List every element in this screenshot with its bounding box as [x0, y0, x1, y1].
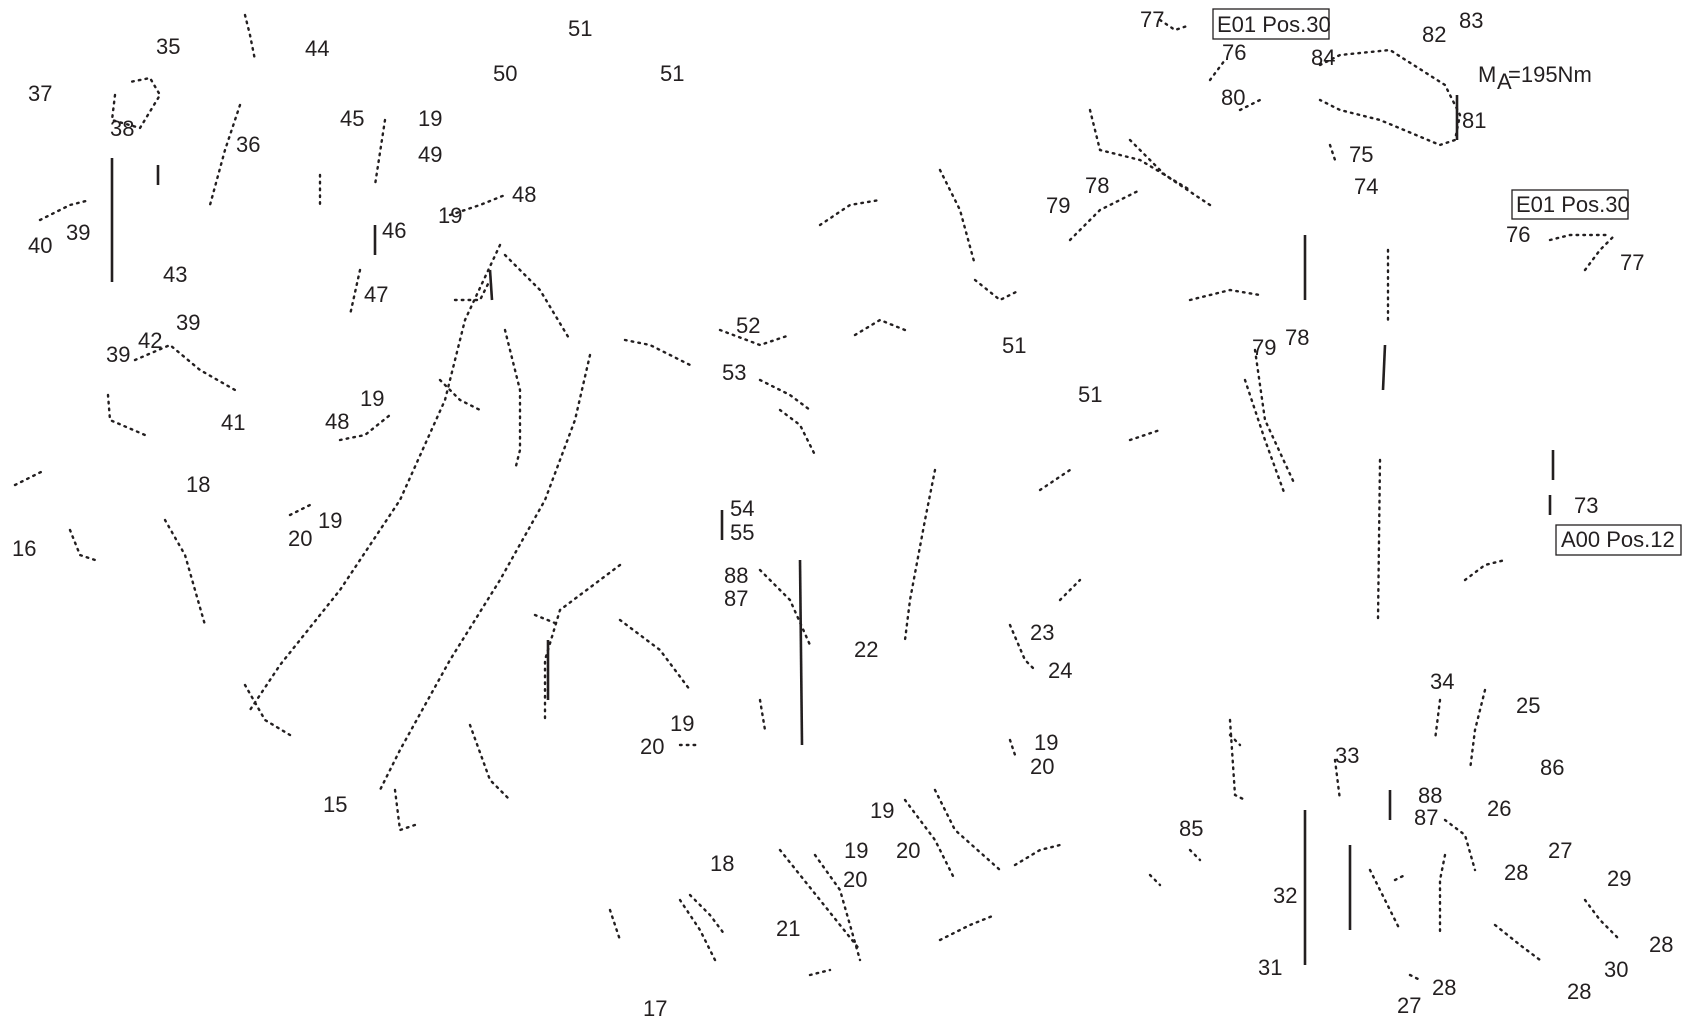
- part-label: 76: [1222, 40, 1246, 65]
- part-label: 19: [360, 386, 384, 411]
- part-label: 44: [305, 36, 329, 61]
- part-label: 19: [844, 838, 868, 863]
- part-label: 51: [1002, 333, 1026, 358]
- part-label: 73: [1574, 493, 1598, 518]
- part-label: 28: [1504, 860, 1528, 885]
- part-label: 82: [1422, 22, 1446, 47]
- part-label: 19: [318, 508, 342, 533]
- part-label: 42: [138, 328, 162, 353]
- part-label: 87: [1414, 805, 1438, 830]
- part-label: 20: [896, 838, 920, 863]
- part-label: 39: [106, 342, 130, 367]
- diagram-linework: [13, 13, 1622, 982]
- part-label: 18: [186, 472, 210, 497]
- part-label: 51: [1078, 382, 1102, 407]
- part-label: 35: [156, 34, 180, 59]
- part-label: 78: [1085, 173, 1109, 198]
- part-label: 19: [870, 798, 894, 823]
- part-label: 31: [1258, 955, 1282, 980]
- part-label: 36: [236, 132, 260, 157]
- part-label: 79: [1046, 193, 1070, 218]
- part-label: 55: [730, 520, 754, 545]
- part-label: 26: [1487, 796, 1511, 821]
- part-label: 41: [221, 410, 245, 435]
- part-label: 16: [12, 536, 36, 561]
- reference-label: E01 Pos.30: [1516, 192, 1630, 217]
- part-label: 88: [724, 563, 748, 588]
- part-label: 54: [730, 496, 754, 521]
- part-label: 77: [1140, 7, 1164, 32]
- part-label: 32: [1273, 883, 1297, 908]
- torque-subscript: A: [1497, 69, 1512, 94]
- part-label: 48: [325, 409, 349, 434]
- part-label: 17: [643, 996, 667, 1019]
- part-label: 40: [28, 233, 52, 258]
- part-label: 19: [418, 106, 442, 131]
- part-label: 20: [640, 734, 664, 759]
- part-label: 76: [1506, 222, 1530, 247]
- part-label: 49: [418, 142, 442, 167]
- part-label: 87: [724, 586, 748, 611]
- torque-symbol: M: [1478, 62, 1496, 87]
- reference-label: A00 Pos.12: [1561, 527, 1675, 552]
- part-label: 52: [736, 313, 760, 338]
- part-label: 28: [1649, 932, 1673, 957]
- part-label: 18: [710, 851, 734, 876]
- part-label: 20: [288, 526, 312, 551]
- reference-box-a00: [1555, 524, 1682, 556]
- part-label: 20: [1030, 754, 1054, 779]
- part-label: 33: [1335, 743, 1359, 768]
- part-label: 84: [1311, 45, 1335, 70]
- reference-box-e01-top: [1212, 8, 1330, 40]
- reference-label: E01 Pos.30: [1217, 12, 1331, 37]
- part-label: 20: [843, 867, 867, 892]
- part-label: 27: [1397, 993, 1421, 1018]
- boxed-reference-frames: [1212, 8, 1682, 556]
- part-label: 88: [1418, 783, 1442, 808]
- part-label: 78: [1285, 325, 1309, 350]
- part-label: 19: [1034, 730, 1058, 755]
- part-label: 19: [438, 203, 462, 228]
- part-label: 83: [1459, 8, 1483, 33]
- part-label: 51: [568, 16, 592, 41]
- part-label: 15: [323, 792, 347, 817]
- part-label: 39: [66, 220, 90, 245]
- part-label: 25: [1516, 693, 1540, 718]
- reference-box-e01-right: [1511, 189, 1629, 220]
- part-label: 28: [1567, 979, 1591, 1004]
- part-label: 37: [28, 81, 52, 106]
- part-label: 23: [1030, 620, 1054, 645]
- part-label: 24: [1048, 658, 1072, 683]
- part-label: 38: [110, 116, 134, 141]
- part-label: 80: [1221, 85, 1245, 110]
- part-label: 48: [512, 182, 536, 207]
- part-label: 51: [660, 61, 684, 86]
- part-label: 43: [163, 262, 187, 287]
- part-label: 27: [1548, 838, 1572, 863]
- part-label: 79: [1252, 335, 1276, 360]
- part-label: 22: [854, 637, 878, 662]
- part-label: 30: [1604, 957, 1628, 982]
- part-label: 77: [1620, 250, 1644, 275]
- part-label: 53: [722, 360, 746, 385]
- part-label: 75: [1349, 142, 1373, 167]
- part-label: 46: [382, 218, 406, 243]
- part-label: 21: [776, 916, 800, 941]
- part-number-labels: 77 E01 Pos.30 82 83 76 84 M A =195Nm 80 …: [12, 7, 1675, 1019]
- part-label: 74: [1354, 174, 1378, 199]
- part-label: 47: [364, 282, 388, 307]
- torque-value: =195Nm: [1508, 62, 1592, 87]
- part-label: 28: [1432, 975, 1456, 1000]
- part-label: 39: [176, 310, 200, 335]
- part-label: 19: [670, 711, 694, 736]
- part-label: 45: [340, 106, 364, 131]
- part-label: 50: [493, 61, 517, 86]
- part-label: 86: [1540, 755, 1564, 780]
- part-label: 85: [1179, 816, 1203, 841]
- part-label: 81: [1462, 108, 1486, 133]
- part-label: 29: [1607, 866, 1631, 891]
- part-label: 34: [1430, 669, 1454, 694]
